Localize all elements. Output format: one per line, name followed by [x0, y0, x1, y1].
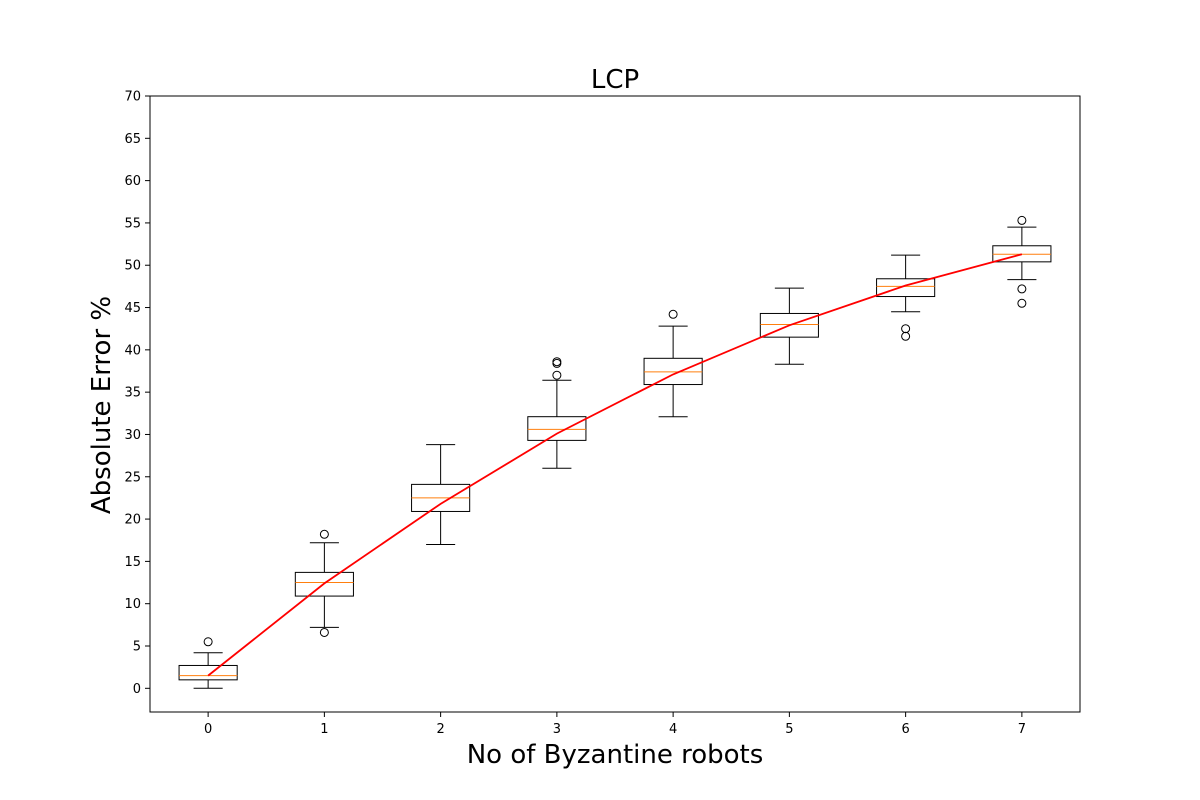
box-iqr [294, 571, 354, 597]
y-tick-label: 20 [124, 513, 141, 528]
box-7 [992, 215, 1052, 308]
y-tick-label: 40 [124, 343, 141, 358]
y-tick-label: 35 [124, 386, 141, 401]
x-tick-label: 5 [785, 722, 793, 737]
box-2 [411, 444, 471, 545]
box-0 [178, 637, 238, 689]
outlier-point [319, 529, 329, 539]
y-tick-label: 70 [124, 90, 141, 105]
y-tick-label: 0 [133, 682, 141, 697]
box-iqr [527, 416, 587, 441]
box-3 [527, 357, 587, 469]
box-1 [294, 529, 354, 637]
outlier-point [668, 309, 678, 319]
plot-frame [149, 95, 1081, 713]
outlier-point [552, 357, 562, 367]
x-tick-label: 7 [1018, 722, 1026, 737]
outlier-point [901, 331, 911, 341]
box-iqr [759, 312, 819, 338]
x-tick-label: 4 [669, 722, 677, 737]
x-tick-label: 3 [553, 722, 561, 737]
x-tick-label: 6 [901, 722, 909, 737]
y-tick-label: 15 [124, 555, 141, 570]
box-iqr [178, 664, 238, 681]
box-iqr [876, 278, 936, 298]
box-6 [876, 254, 936, 341]
outlier-point [1017, 284, 1027, 294]
y-tick-label: 25 [124, 470, 141, 485]
x-axis: 0 1 2 3 4 5 6 7 [204, 712, 1026, 737]
box-4 [643, 309, 703, 418]
y-tick-label: 65 [124, 132, 141, 147]
x-tick-label: 2 [436, 722, 444, 737]
outlier-point [1017, 298, 1027, 308]
y-tick-label: 50 [124, 259, 141, 274]
y-tick-label: 45 [124, 301, 141, 316]
outlier-point [1017, 215, 1027, 225]
trend-line-group [207, 253, 1023, 677]
box-series [178, 215, 1052, 689]
y-tick-label: 60 [124, 174, 141, 189]
y-axis-label: Absolute Error % [87, 296, 117, 514]
x-axis-label: No of Byzantine robots [467, 740, 764, 770]
y-axis: 0 5 10 15 20 25 30 35 40 45 50 55 60 65 70 [124, 90, 150, 697]
chart-title: LCP [591, 65, 639, 95]
y-tick-label: 10 [124, 597, 141, 612]
y-tick-label: 5 [133, 640, 141, 655]
y-tick-label: 55 [124, 216, 141, 231]
x-tick-label: 1 [320, 722, 328, 737]
y-tick-label: 30 [124, 428, 141, 443]
outlier-point [552, 370, 562, 380]
trend-line [207, 253, 1023, 677]
x-tick-label: 0 [204, 722, 212, 737]
outlier-point [203, 637, 213, 647]
outlier-point [901, 324, 911, 334]
outlier-point [319, 627, 329, 637]
